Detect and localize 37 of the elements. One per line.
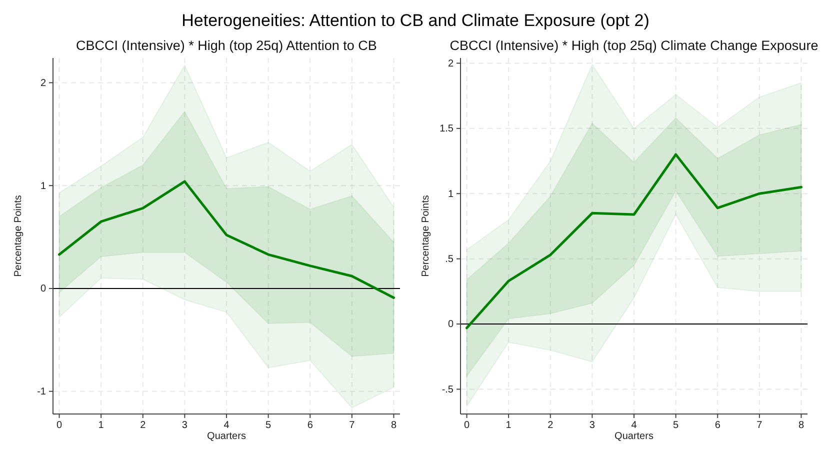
- x-axis-title: Quarters: [614, 431, 654, 442]
- x-tick-label: 0: [56, 420, 62, 431]
- x-tick-label: 0: [464, 420, 470, 431]
- x-tick-label: 8: [390, 420, 397, 431]
- chart-title: CBCCI (Intensive) * High (top 25q) Attention to CB: [76, 38, 377, 53]
- x-tick-label: 2: [548, 420, 554, 431]
- x-tick-label: 8: [798, 420, 804, 431]
- chart-title: CBCCI (Intensive) * High (top 25q) Climate Change Exposure: [450, 38, 818, 53]
- line-series: [466, 153, 802, 330]
- x-tick-label: 6: [307, 420, 314, 431]
- y-tick-label: -.5: [442, 384, 454, 396]
- x-tick-label: 4: [224, 420, 230, 431]
- x-tick-label: 7: [349, 420, 356, 431]
- y-axis-title: Percentage Points: [420, 195, 432, 277]
- line-series: [58, 180, 395, 299]
- y-axis-title: Percentage Points: [13, 195, 24, 277]
- x-tick-label: 3: [182, 420, 188, 431]
- x-tick-label: 1: [506, 420, 512, 431]
- x-tick-label: 4: [631, 420, 638, 431]
- y-tick-label: 0: [40, 284, 46, 295]
- y-tick-label: .5: [445, 254, 454, 266]
- x-tick-label: 5: [673, 420, 680, 431]
- x-tick-label: 3: [589, 420, 596, 431]
- x-tick-label: 2: [140, 420, 146, 431]
- y-tick-label: 2: [448, 58, 454, 70]
- y-tick-label: 1: [40, 180, 46, 192]
- y-tick-label: 0: [448, 319, 454, 330]
- text: Heterogeneities: Attention to CB and Climate Exposure (opt 2): [182, 11, 650, 30]
- x-tick-label: 7: [756, 420, 763, 431]
- x-tick-label: 1: [98, 420, 104, 431]
- x-axis-title: Quarters: [207, 431, 246, 442]
- x-tick-label: 5: [266, 420, 272, 431]
- y-tick-label: 2: [40, 78, 46, 89]
- y-tick-label: 1: [448, 188, 454, 200]
- y-tick-label: 1.5: [440, 124, 454, 135]
- x-tick-label: 6: [714, 420, 721, 431]
- y-tick-label: -1: [37, 386, 46, 398]
